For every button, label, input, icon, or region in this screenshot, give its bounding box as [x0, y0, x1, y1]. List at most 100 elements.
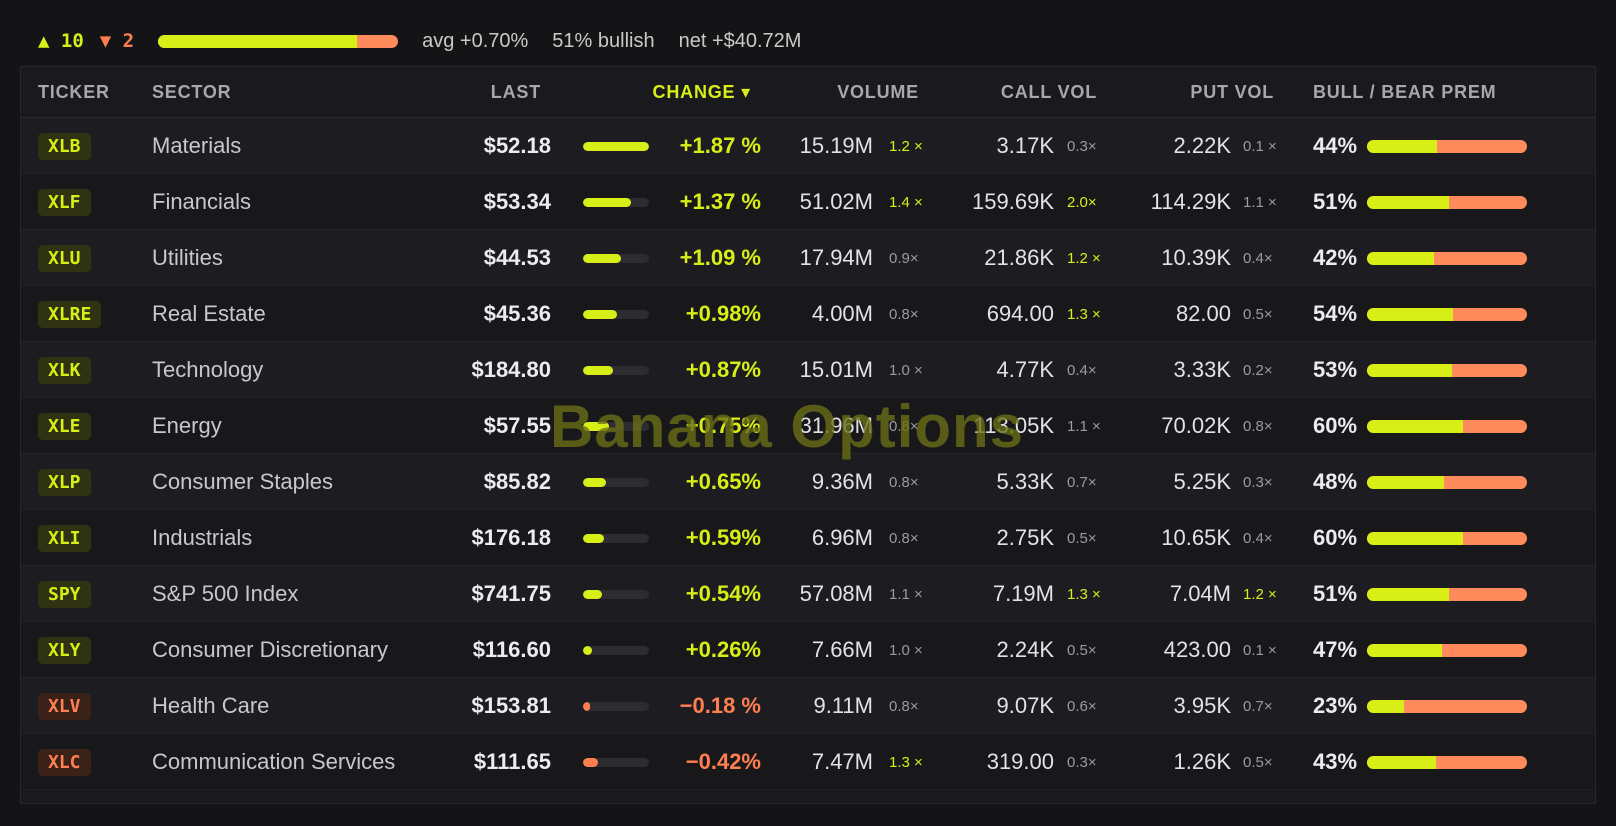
col-header-bull-bear[interactable]: BULL / BEAR PREM — [1313, 82, 1497, 102]
put-vol-cell: 70.02K — [1161, 413, 1231, 438]
put-vol-multiplier: 0.2× — [1243, 361, 1273, 379]
bull-pct-cell: 60% — [1313, 525, 1358, 550]
last-price-cell: $176.18 — [471, 525, 551, 550]
put-vol-multiplier: 0.5× — [1243, 305, 1273, 323]
table-row[interactable]: XLU Utilities $44.53 +1.09 % 17.94M 0.9× 21.86… — [21, 230, 1595, 286]
call-vol-cell: 2.75K — [996, 525, 1055, 550]
col-header-call-vol[interactable]: CALL VOL — [1000, 82, 1097, 102]
bull-bear-bar-fill — [1367, 139, 1438, 153]
change-bar-fill — [583, 253, 622, 263]
table-row[interactable]: XLRE Real Estate $45.36 +0.98% 4.00M 0.8× 694.… — [21, 286, 1595, 342]
breadth-bar — [158, 34, 399, 48]
table-row[interactable]: XLC Communication Services $111.65 −0.42% 7.… — [21, 734, 1595, 790]
table-row[interactable]: XLE Energy $57.55 +0.75% 31.96M 0.8× 113.05K 1.… — [21, 398, 1595, 454]
col-header-ticker[interactable]: TICKER — [38, 82, 110, 102]
bull-bear-bar — [1367, 139, 1527, 153]
ticker-badge[interactable]: XLY — [38, 636, 91, 664]
last-price-cell: $153.81 — [471, 693, 551, 718]
call-vol-cell: 159.69K — [972, 189, 1054, 214]
change-cell: +0.26% — [685, 637, 761, 662]
volume-cell: 9.36M — [811, 469, 873, 494]
ticker-badge[interactable]: XLRE — [38, 300, 102, 328]
bull-bear-bar — [1367, 531, 1527, 545]
ticker-cell: XLY — [38, 622, 91, 678]
sector-cell: Real Estate — [152, 301, 266, 326]
call-vol-cell: 319.00 — [986, 749, 1054, 774]
change-bar-fill — [583, 477, 607, 487]
bull-bear-bar-fill — [1367, 587, 1449, 601]
ticker-badge[interactable]: XLK — [38, 356, 91, 384]
put-vol-cell: 114.29K — [1150, 189, 1231, 214]
sector-cell: Financials — [152, 189, 252, 214]
col-header-sector[interactable]: SECTOR — [152, 82, 232, 102]
volume-multiplier: 0.8× — [889, 529, 919, 547]
sector-cell: Communication Services — [152, 749, 396, 774]
bull-bear-bar — [1367, 643, 1527, 657]
change-bar-fill — [583, 701, 590, 711]
volume-multiplier: 1.0 × — [889, 361, 923, 379]
ticker-badge[interactable]: XLP — [38, 468, 91, 496]
volume-multiplier: 1.0 × — [889, 641, 923, 659]
ticker-badge[interactable]: SPY — [38, 580, 91, 608]
call-vol-cell: 2.24K — [996, 637, 1055, 662]
table-row[interactable]: XLP Consumer Staples $85.82 +0.65% 9.36M 0.8×… — [21, 454, 1595, 510]
change-bar-fill — [583, 533, 605, 543]
bull-pct-cell: 23% — [1313, 693, 1358, 718]
bull-bear-bar — [1367, 195, 1527, 209]
col-header-change[interactable]: CHANGE ▾ — [652, 82, 751, 102]
call-vol-cell: 9.07K — [996, 693, 1055, 718]
call-vol-multiplier: 1.3 × — [1067, 305, 1101, 323]
ticker-cell: XLI — [38, 510, 91, 566]
bull-bear-bar-fill — [1367, 363, 1452, 377]
change-bar-cell — [583, 286, 649, 342]
table-row[interactable]: XLK Technology $184.80 +0.87% 15.01M 1.0 × 4.7… — [21, 342, 1595, 398]
ticker-badge[interactable]: XLV — [38, 692, 91, 720]
bull-pct-cell: 53% — [1313, 357, 1358, 382]
volume-multiplier: 1.3 × — [889, 753, 923, 771]
ticker-cell: XLB — [38, 118, 91, 174]
table-row[interactable]: XLI Industrials $176.18 +0.59% 6.96M 0.8× 2.75… — [21, 510, 1595, 566]
ticker-badge[interactable]: XLE — [38, 412, 91, 440]
table-row[interactable]: XLY Consumer Discretionary $116.60 +0.26% 7.… — [21, 622, 1595, 678]
last-price-cell: $52.18 — [483, 133, 551, 158]
change-cell: +1.37 % — [679, 189, 761, 214]
ticker-cell: XLU — [38, 230, 91, 286]
bull-pct-cell: 60% — [1313, 413, 1358, 438]
bull-bear-bar-cell — [1367, 342, 1527, 398]
col-header-put-vol[interactable]: PUT VOL — [1190, 82, 1274, 102]
bull-pct-cell: 47% — [1313, 637, 1358, 662]
put-vol-multiplier: 0.5× — [1243, 753, 1273, 771]
change-bar-cell — [583, 622, 649, 678]
ticker-badge[interactable]: XLF — [38, 188, 91, 216]
put-vol-cell: 82.00 — [1175, 301, 1231, 326]
call-vol-multiplier: 1.2 × — [1067, 249, 1101, 267]
put-vol-cell: 3.95K — [1173, 693, 1232, 718]
change-bar — [583, 701, 649, 711]
call-vol-multiplier: 1.3 × — [1067, 585, 1101, 603]
ticker-cell: XLRE — [38, 286, 102, 342]
ticker-badge[interactable]: XLC — [38, 748, 91, 776]
put-vol-multiplier: 0.4× — [1243, 249, 1273, 267]
ticker-badge[interactable]: XLB — [38, 132, 91, 160]
change-bar-fill — [583, 365, 614, 375]
table-row[interactable]: XLF Financials $53.34 +1.37 % 51.02M 1.4 × 159… — [21, 174, 1595, 230]
volume-multiplier: 0.8× — [889, 473, 919, 491]
bull-bear-bar-cell — [1367, 510, 1527, 566]
ticker-badge[interactable]: XLI — [38, 524, 91, 552]
bull-bear-bar-fill — [1367, 419, 1463, 433]
change-bar-cell — [583, 566, 649, 622]
ticker-badge[interactable]: XLU — [38, 244, 91, 272]
table-row[interactable]: XLB Materials $52.18 +1.87 % 15.19M 1.2 × 3.17… — [21, 118, 1595, 174]
table-row[interactable]: XLV Health Care $153.81 −0.18 % 9.11M 0.8× 9.0… — [21, 678, 1595, 734]
change-bar-fill — [583, 421, 610, 431]
put-vol-cell: 1.26K — [1173, 749, 1232, 774]
put-vol-cell: 5.25K — [1173, 469, 1232, 494]
bull-bear-bar-cell — [1367, 454, 1527, 510]
put-vol-multiplier: 0.3× — [1243, 473, 1273, 491]
col-header-volume[interactable]: VOLUME — [837, 82, 919, 102]
bull-bear-bar — [1367, 419, 1527, 433]
bull-bear-bar — [1367, 251, 1527, 265]
col-header-last[interactable]: LAST — [490, 82, 541, 102]
advancers-count: ▲ 10 — [38, 30, 84, 52]
table-row[interactable]: SPY S&P 500 Index $741.75 +0.54% 57.08M 1.1 ×… — [21, 566, 1595, 622]
